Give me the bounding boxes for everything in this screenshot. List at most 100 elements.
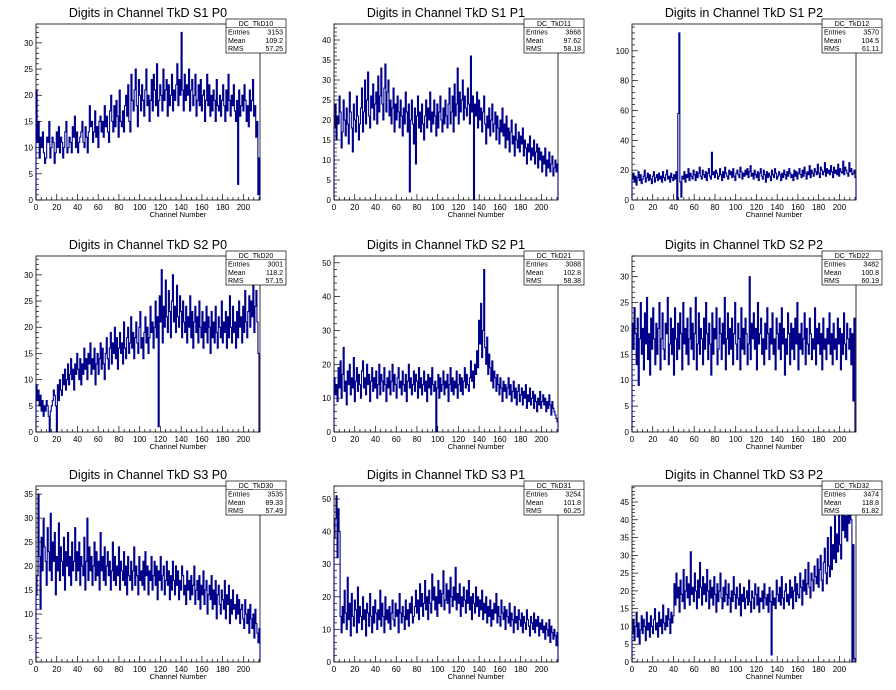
- histogram-panel: Digits in Channel TkD S1 P10 20 40 60 80 100 1…: [322, 6, 585, 219]
- y-tick-label: 0: [625, 196, 630, 205]
- stats-entries-value: 3668: [565, 30, 581, 37]
- plot-frame: [631, 485, 857, 663]
- stats-box-frame: [821, 480, 883, 516]
- histogram-line: [333, 268, 559, 433]
- x-tick-label: 120: [154, 665, 168, 674]
- stats-box: DC_TkD20 Entries 3001 Mean 118.2 RMS 57.15: [225, 250, 287, 286]
- x-tick-label: 100: [729, 203, 743, 212]
- stats-rms-label: RMS: [824, 508, 840, 515]
- x-tick-label: 20: [648, 435, 657, 444]
- panel-title: Digits in Channel TkD S1 P2: [665, 6, 823, 20]
- stats-mean-value: 118.2: [266, 270, 283, 277]
- x-tick-label: 140: [175, 435, 189, 444]
- stats-mean-label: Mean: [824, 500, 842, 507]
- x-tick-label: 0: [630, 435, 635, 444]
- x-tick-label: 0: [34, 435, 39, 444]
- y-tick-label: 10: [322, 625, 331, 634]
- stats-entries-label: Entries: [228, 30, 250, 37]
- y-tick-label: 10: [322, 394, 331, 403]
- panel-title: Digits in Channel TkD S3 P0: [69, 468, 227, 482]
- x-tick-label: 40: [371, 665, 380, 674]
- x-tick-label: 60: [690, 203, 699, 212]
- y-tick-label: 25: [24, 65, 33, 74]
- stats-box-frame: [225, 18, 287, 54]
- x-tick-label: 60: [392, 665, 401, 674]
- x-tick-label: 200: [237, 203, 251, 212]
- histogram-panel: Digits in Channel TkD S1 P00 20 40 60 80 100 1…: [24, 6, 287, 219]
- stats-rms-value: 61.11: [862, 46, 879, 53]
- stats-rms-label: RMS: [526, 46, 542, 53]
- y-tick-label: 5: [625, 640, 630, 649]
- y-tick-label: 20: [24, 562, 33, 571]
- y-tick-label: 25: [620, 569, 629, 578]
- stats-name: DC_TkD22: [835, 253, 870, 260]
- x-tick-label: 0: [630, 203, 635, 212]
- y-tick-label: 40: [322, 528, 331, 537]
- y-tick-label: 25: [322, 96, 331, 105]
- stats-entries-label: Entries: [228, 262, 250, 269]
- x-tick-label: 60: [94, 203, 103, 212]
- x-tick-label: 120: [154, 435, 168, 444]
- histogram-line: [35, 31, 261, 200]
- histogram-line: [35, 269, 260, 433]
- x-tick-label: 160: [195, 435, 209, 444]
- stats-box: DC_TkD32 Entries 3474 Mean 118.8 RMS 61.82: [821, 480, 883, 516]
- x-tick-label: 160: [791, 665, 805, 674]
- x-tick-label: 0: [34, 665, 39, 674]
- y-tick-label: 30: [620, 551, 629, 560]
- histogram-line: [35, 493, 261, 662]
- stats-rms-label: RMS: [526, 278, 542, 285]
- stats-entries-value: 3001: [267, 262, 283, 269]
- stats-rms-value: 57.25: [265, 46, 283, 53]
- plot-frame: [35, 255, 261, 433]
- stats-box-frame: [821, 18, 883, 54]
- x-tick-label: 80: [115, 665, 124, 674]
- stats-box-frame: [225, 480, 287, 516]
- y-tick-label: 10: [24, 144, 33, 153]
- stats-mean-value: 102.8: [563, 270, 581, 277]
- histogram-panel: Digits in Channel TkD S2 P00 20 40 60 80 100 1…: [24, 238, 287, 451]
- x-tick-label: 200: [237, 435, 251, 444]
- stats-entries-label: Entries: [526, 262, 548, 269]
- x-tick-label: 100: [729, 665, 743, 674]
- y-tick-label: 0: [29, 658, 34, 667]
- stats-entries-label: Entries: [526, 492, 548, 499]
- y-tick-label: 30: [24, 514, 33, 523]
- stats-mean-label: Mean: [228, 500, 246, 507]
- stats-mean-label: Mean: [526, 38, 544, 45]
- stats-mean-label: Mean: [824, 270, 842, 277]
- y-tick-label: 20: [24, 323, 33, 332]
- y-tick-label: 5: [29, 402, 34, 411]
- x-tick-label: 120: [750, 435, 764, 444]
- stats-rms-label: RMS: [228, 508, 244, 515]
- x-axis-label: Channel Number: [448, 672, 505, 681]
- y-tick-label: 0: [625, 428, 630, 437]
- stats-mean-label: Mean: [526, 270, 544, 277]
- x-axis-label: Channel Number: [448, 210, 505, 219]
- stats-mean-value: 118.8: [862, 500, 879, 507]
- y-tick-label: 20: [322, 593, 331, 602]
- panel-title: Digits in Channel TkD S1 P0: [69, 6, 227, 20]
- stats-rms-value: 58.18: [563, 46, 581, 53]
- x-axis-label: Channel Number: [746, 672, 803, 681]
- y-tick-label: 10: [24, 610, 33, 619]
- stats-rms-value: 60.19: [861, 278, 879, 285]
- x-tick-label: 60: [392, 435, 401, 444]
- y-tick-label: 30: [322, 76, 331, 85]
- stats-box: DC_TkD11 Entries 3668 Mean 97.62 RMS 58.18: [523, 18, 585, 54]
- x-tick-label: 20: [648, 203, 657, 212]
- x-tick-label: 200: [237, 665, 251, 674]
- y-tick-label: 40: [620, 516, 629, 525]
- plot-frame: [35, 485, 261, 663]
- panel-title: Digits in Channel TkD S2 P1: [367, 238, 525, 252]
- y-tick-label: 50: [322, 259, 331, 268]
- stats-box-frame: [523, 250, 585, 286]
- y-tick-label: 0: [625, 658, 630, 667]
- x-tick-label: 140: [473, 203, 487, 212]
- stats-name: DC_TkD10: [239, 21, 274, 28]
- stats-box-frame: [523, 480, 585, 516]
- stats-mean-value: 97.62: [563, 38, 581, 45]
- x-tick-label: 40: [371, 435, 380, 444]
- stats-entries-label: Entries: [228, 492, 250, 499]
- x-tick-label: 200: [535, 203, 549, 212]
